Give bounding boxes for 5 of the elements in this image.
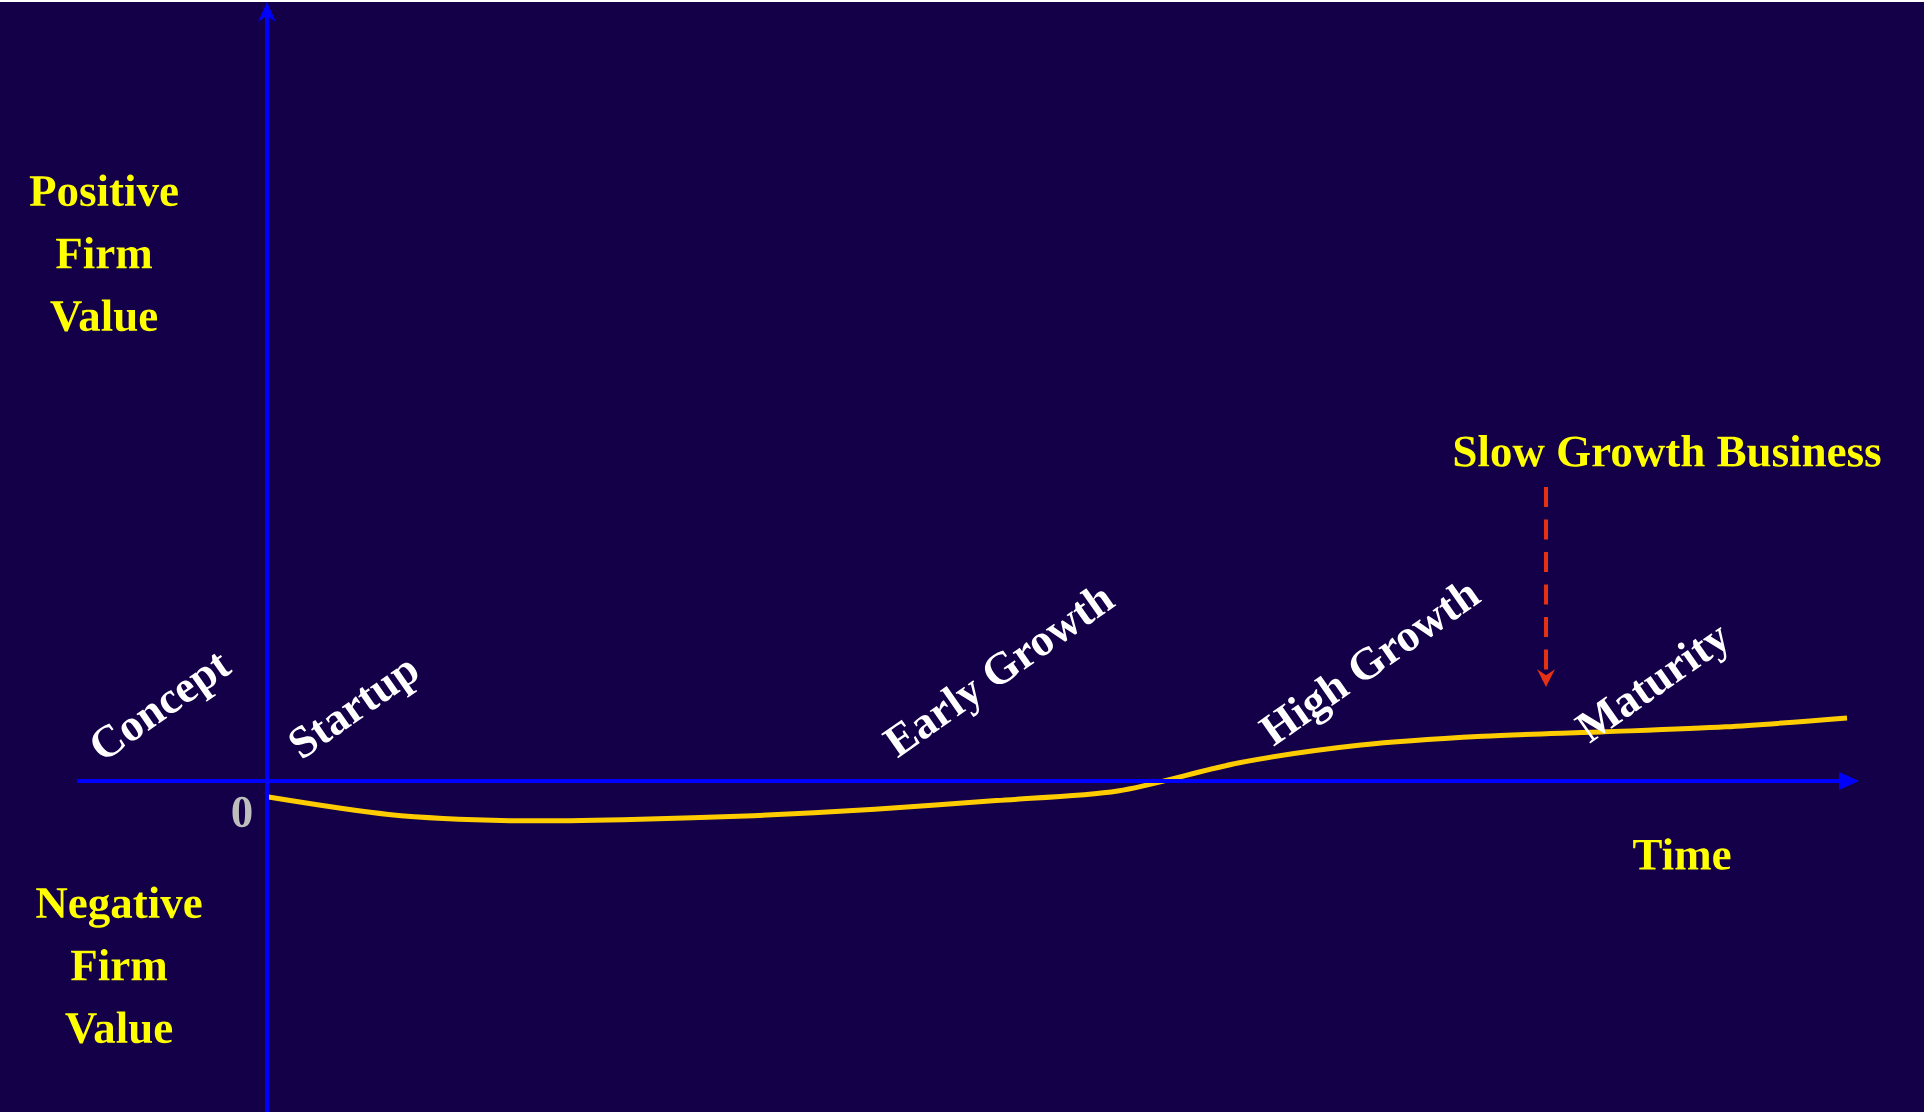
x-axis-title: Time <box>1633 838 1731 870</box>
ref-line-label: 0 <box>232 796 252 828</box>
text: Slow Growth Business <box>1454 435 1881 467</box>
text: Positive Firm Value <box>29 174 178 332</box>
text: Negative Firm Value <box>36 886 202 1044</box>
